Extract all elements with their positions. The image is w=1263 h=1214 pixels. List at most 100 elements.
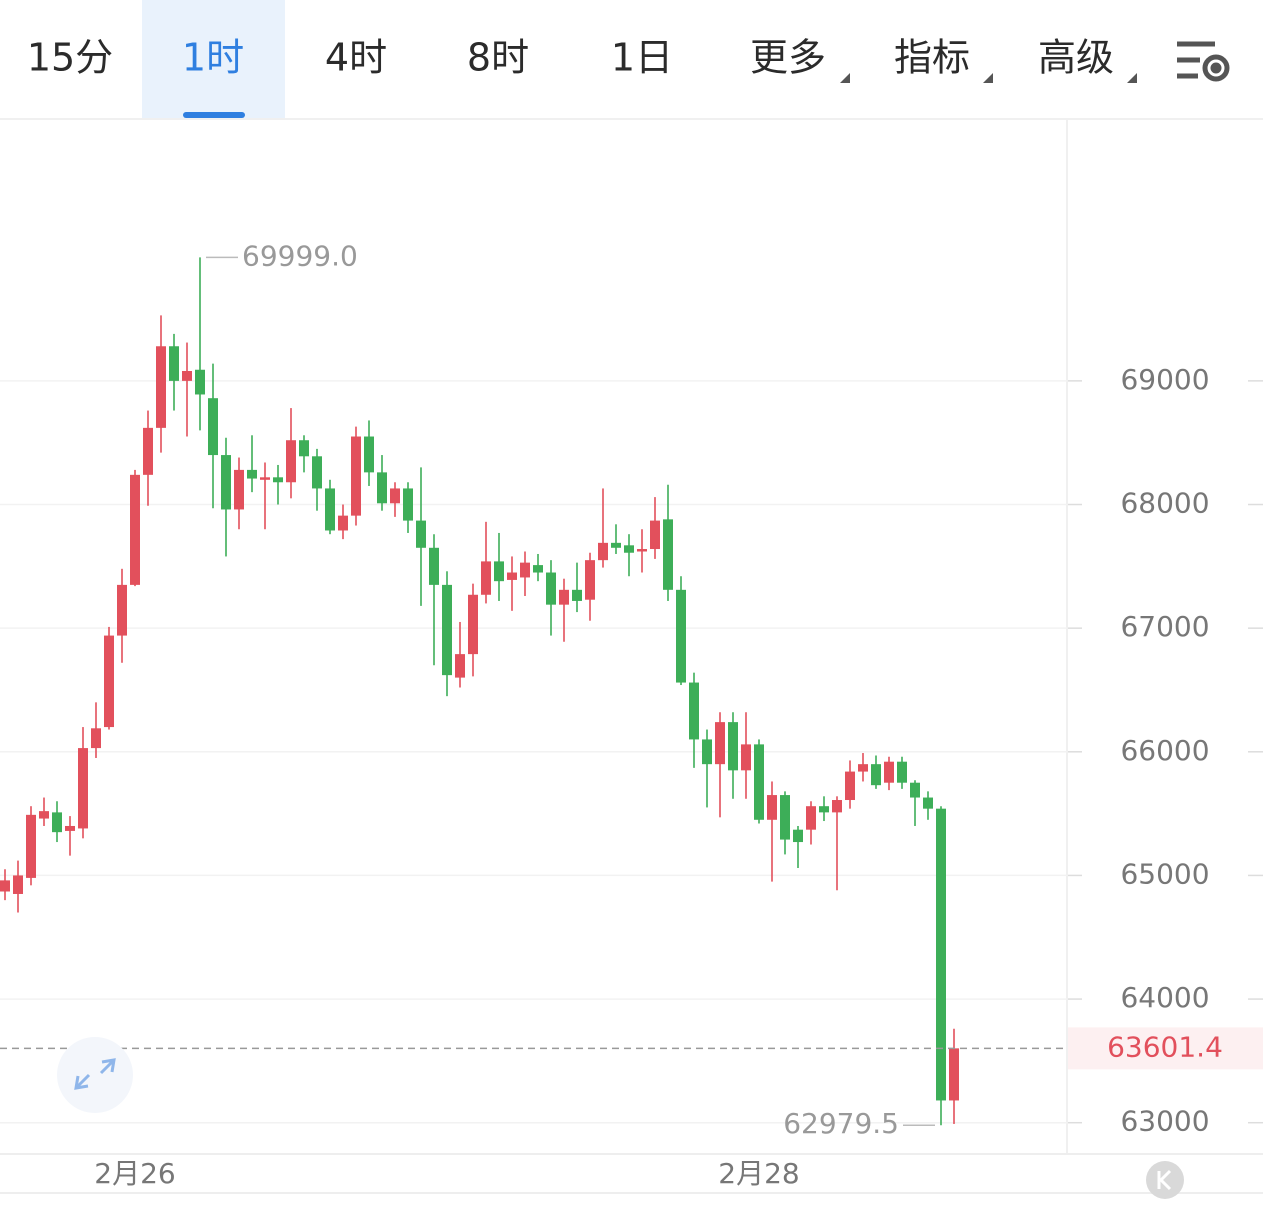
y-tick-label: 66000 <box>1120 734 1209 767</box>
y-tick-label: 63000 <box>1120 1105 1209 1138</box>
candle-body <box>754 744 764 820</box>
tab-label[interactable]: 1日 <box>611 36 673 80</box>
candle-body <box>104 635 114 728</box>
candle-body <box>65 825 75 831</box>
tab-label[interactable]: 指标 <box>894 36 970 80</box>
k-button[interactable] <box>1146 1161 1184 1199</box>
candle-body <box>143 427 153 475</box>
x-tick-label: 2月28 <box>718 1157 799 1190</box>
active-tab-underline <box>183 112 245 118</box>
candle-body <box>832 800 842 813</box>
candle-body <box>949 1048 959 1101</box>
candle-body <box>325 488 335 531</box>
candle-body <box>780 795 790 840</box>
candle-body <box>156 346 166 428</box>
candle-body <box>52 812 62 833</box>
candle-body <box>819 806 829 813</box>
candle-body <box>26 814 36 878</box>
candle-body <box>312 456 322 489</box>
candle-body <box>169 346 179 381</box>
candle-body <box>390 488 400 504</box>
candle-body <box>481 561 491 595</box>
candle-body <box>624 545 634 553</box>
tab-label[interactable]: 高级 <box>1038 36 1114 80</box>
candle-body <box>299 440 309 457</box>
candle-body <box>871 764 881 786</box>
candle-body <box>455 654 465 678</box>
max-label: 69999.0 <box>242 239 358 272</box>
candle-body <box>910 782 920 798</box>
y-tick-label: 65000 <box>1120 857 1209 890</box>
y-tick-label: 69000 <box>1120 363 1209 396</box>
tab-label[interactable]: 4时 <box>325 36 387 80</box>
candle-body <box>559 589 569 605</box>
candle-body <box>572 589 582 601</box>
x-tick-label: 2月26 <box>94 1157 175 1190</box>
candle-body <box>689 682 699 740</box>
candle-body <box>78 748 88 829</box>
candle-body <box>0 880 10 892</box>
candle-body <box>351 436 361 516</box>
candle-body <box>663 519 673 590</box>
tab-bar: 15分 1时 4时 8时 1日 更多 指标 高级 <box>27 36 1114 80</box>
candle-body <box>520 562 530 578</box>
candle-body <box>650 520 660 550</box>
candle-body <box>936 808 946 1101</box>
min-label: 62979.5 <box>783 1107 899 1140</box>
candle-body <box>676 589 686 683</box>
candle-body <box>637 549 647 552</box>
candle-body <box>39 811 49 819</box>
tab-label[interactable]: 8时 <box>467 36 529 80</box>
candle-body <box>13 875 23 894</box>
candle-body <box>715 722 725 765</box>
candle-body <box>286 440 296 483</box>
candle-body <box>923 797 933 809</box>
candle-body <box>858 764 868 772</box>
candle-body <box>403 488 413 521</box>
settings-icon[interactable] <box>1177 41 1230 82</box>
candle-body <box>195 369 205 395</box>
tab-label[interactable]: 1时 <box>182 36 244 80</box>
tab-label[interactable]: 15分 <box>27 36 113 80</box>
candle-body <box>338 515 348 531</box>
candle-body <box>884 761 894 783</box>
candle-body <box>182 370 192 381</box>
candle-body <box>416 520 426 548</box>
candle-body <box>429 547 439 585</box>
candle-body <box>468 594 478 655</box>
active-tab-bg <box>142 0 285 118</box>
candle-body <box>442 584 452 676</box>
candle-body <box>130 474 140 585</box>
candle-body <box>767 795 777 820</box>
candle-body <box>611 542 621 548</box>
tab-label[interactable]: 更多 <box>750 36 826 80</box>
candle-body <box>728 722 738 771</box>
last-price-label: 63601.4 <box>1107 1030 1223 1063</box>
y-tick-label: 68000 <box>1120 487 1209 520</box>
candle-body <box>702 739 712 765</box>
candle-body <box>507 572 517 580</box>
y-tick-label: 64000 <box>1120 981 1209 1014</box>
candle-body <box>741 744 751 771</box>
candle-body <box>377 472 387 504</box>
candle-body <box>533 565 543 573</box>
candle-body <box>897 761 907 783</box>
candle-body <box>364 436 374 473</box>
y-tick-label: 67000 <box>1120 610 1209 643</box>
expand-button[interactable] <box>57 1037 133 1113</box>
candle-body <box>546 572 556 605</box>
dropdown-arrows <box>840 73 1137 83</box>
candle-body <box>221 455 231 510</box>
candle-body <box>260 477 270 480</box>
candle-body <box>247 469 257 479</box>
plot-area: 63000 64000 65000 66000 67000 68000 69000 2月26 2… <box>0 239 1263 1190</box>
candle-body <box>585 560 595 600</box>
candle-body <box>598 542 608 561</box>
candle-body <box>117 584 127 636</box>
candle-body <box>234 469 244 510</box>
candle-body <box>806 806 816 830</box>
candle-body <box>91 728 101 749</box>
candle-body <box>273 477 283 483</box>
candle-body <box>793 829 803 843</box>
